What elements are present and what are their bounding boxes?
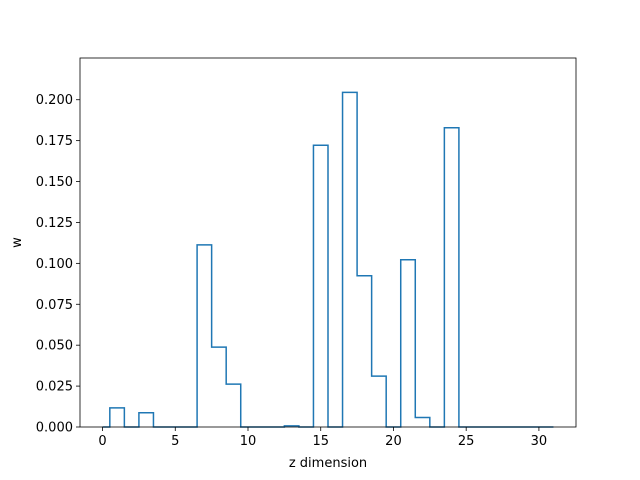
y-axis-label: w [10,237,25,248]
y-tick-label: 0.125 [36,216,73,231]
y-tick-label: 0.050 [36,339,73,354]
x-tick-label: 5 [171,434,179,449]
x-axis-label: z dimension [289,456,367,471]
x-tick-label: 10 [240,434,257,449]
x-tick-label: 0 [98,434,106,449]
y-tick-label: 0.150 [36,175,73,190]
x-axis-ticks: 0 5 10 15 20 25 30 [98,427,547,449]
y-tick-label: 0.025 [36,380,73,395]
y-axis-ticks: 0.000 0.025 0.050 0.075 0.100 0.125 0.150 0.175… [36,93,80,436]
y-tick-label: 0.075 [36,298,73,313]
y-tick-label: 0.200 [36,93,73,108]
x-tick-label: 15 [312,434,329,449]
y-tick-label: 0.100 [36,257,73,272]
y-tick-label: 0.175 [36,134,73,149]
x-tick-label: 20 [385,434,402,449]
x-tick-label: 30 [531,434,548,449]
axes-frame [79,57,577,428]
x-tick-label: 25 [458,434,475,449]
y-tick-label: 0.000 [36,421,73,436]
